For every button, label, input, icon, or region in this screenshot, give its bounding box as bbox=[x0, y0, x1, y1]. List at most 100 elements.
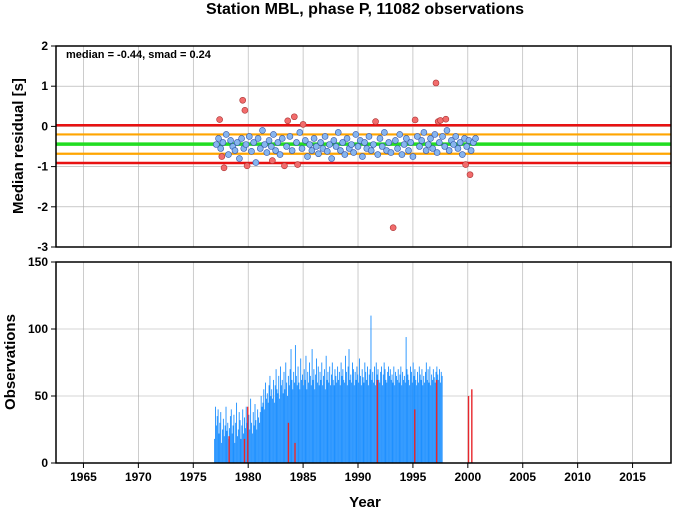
observation-bar bbox=[330, 374, 332, 463]
observation-bar bbox=[398, 382, 400, 463]
observation-bar bbox=[351, 382, 353, 463]
residual-point bbox=[334, 129, 342, 136]
residual-point bbox=[312, 143, 320, 150]
residual-frame bbox=[55, 45, 672, 248]
observation-bar bbox=[309, 375, 311, 463]
y-tick-label: 150 bbox=[28, 255, 48, 269]
residual-point bbox=[317, 139, 324, 146]
residual-point bbox=[236, 155, 243, 162]
residual-point bbox=[315, 150, 322, 158]
observation-bar bbox=[231, 433, 233, 463]
observation-bar bbox=[399, 374, 401, 463]
observation-bar bbox=[316, 358, 317, 463]
observation-bar bbox=[432, 369, 434, 463]
observation-bar bbox=[425, 371, 426, 463]
observation-bar bbox=[265, 382, 266, 463]
observation-bar bbox=[323, 375, 324, 463]
observation-bar bbox=[287, 375, 289, 463]
observation-bar bbox=[440, 371, 442, 463]
y-tick-label: -3 bbox=[37, 240, 48, 254]
residual-point bbox=[261, 141, 268, 148]
residual-point bbox=[248, 148, 255, 155]
residual-point bbox=[328, 155, 335, 162]
observation-bar bbox=[296, 385, 298, 463]
observation-bar bbox=[254, 404, 256, 463]
observation-bar bbox=[225, 406, 227, 463]
observation-bar bbox=[326, 379, 328, 463]
observation-bar bbox=[302, 385, 304, 463]
observation-bar bbox=[291, 379, 293, 463]
residual-point bbox=[343, 135, 351, 142]
observation-bar bbox=[249, 429, 251, 463]
observation-bar bbox=[263, 389, 265, 463]
observation-bar bbox=[244, 428, 246, 463]
observation-bar bbox=[397, 369, 399, 463]
residual-point bbox=[445, 147, 453, 154]
observation-bar bbox=[328, 382, 330, 463]
observation-bar bbox=[327, 371, 329, 463]
outlier-point bbox=[243, 162, 251, 170]
observation-bar bbox=[362, 377, 364, 463]
residual-point bbox=[396, 131, 404, 138]
observation-bar bbox=[411, 382, 413, 463]
observation-bar bbox=[267, 402, 269, 463]
observation-bar bbox=[437, 374, 439, 463]
residual-point bbox=[219, 139, 227, 146]
observation-bar bbox=[319, 371, 321, 463]
observation-bar bbox=[358, 382, 360, 463]
observation-bar bbox=[346, 385, 348, 463]
observation-bar bbox=[297, 366, 299, 463]
residual-point bbox=[424, 141, 432, 148]
residual-point bbox=[231, 147, 239, 154]
observation-bar bbox=[354, 371, 356, 463]
observation-bar bbox=[387, 371, 389, 463]
observation-bar bbox=[433, 377, 435, 463]
observation-bar bbox=[273, 379, 274, 463]
observation-bar bbox=[408, 379, 410, 463]
residual-point bbox=[429, 145, 436, 152]
observation-bar bbox=[215, 425, 217, 463]
residual-point bbox=[418, 137, 426, 144]
observation-bar bbox=[425, 362, 427, 463]
residual-point bbox=[330, 137, 338, 144]
observation-bar bbox=[383, 362, 385, 463]
observation-bar bbox=[215, 406, 216, 463]
residual-point bbox=[385, 139, 393, 146]
observation-bar bbox=[345, 371, 347, 463]
y-tick-label: 50 bbox=[35, 389, 49, 403]
residual-point bbox=[238, 135, 245, 142]
outlier-point bbox=[284, 117, 292, 125]
observation-bar bbox=[350, 374, 352, 463]
outlier-point bbox=[462, 161, 469, 168]
observation-bar bbox=[295, 375, 297, 463]
observation-bar bbox=[427, 369, 429, 463]
observation-bar bbox=[365, 371, 367, 463]
observation-bar bbox=[323, 369, 325, 463]
outlier-bar bbox=[435, 379, 438, 463]
residual-point bbox=[270, 131, 277, 138]
residual-point bbox=[278, 135, 286, 142]
observation-bar bbox=[352, 362, 353, 463]
residual-point bbox=[326, 141, 333, 148]
observation-bar bbox=[287, 396, 288, 463]
observation-bar bbox=[251, 433, 253, 463]
observation-bar bbox=[420, 379, 422, 463]
observation-bar bbox=[329, 366, 331, 463]
observation-bar bbox=[266, 393, 268, 463]
observations-y-label: Observations bbox=[2, 314, 19, 410]
residual-point bbox=[420, 129, 428, 136]
observation-bar bbox=[348, 349, 350, 463]
observation-bar bbox=[374, 366, 375, 463]
residual-point bbox=[422, 147, 430, 154]
observation-bar bbox=[216, 416, 218, 463]
observation-bar bbox=[245, 406, 247, 463]
observation-bar bbox=[381, 366, 382, 463]
observation-bar bbox=[421, 369, 423, 463]
observation-bar bbox=[230, 409, 232, 463]
residual-point bbox=[217, 145, 225, 152]
observation-bar bbox=[317, 366, 319, 463]
observation-bar bbox=[261, 406, 263, 463]
observation-bar bbox=[366, 379, 368, 463]
observation-bar bbox=[275, 369, 277, 463]
x-tick-label: 1990 bbox=[345, 470, 372, 484]
